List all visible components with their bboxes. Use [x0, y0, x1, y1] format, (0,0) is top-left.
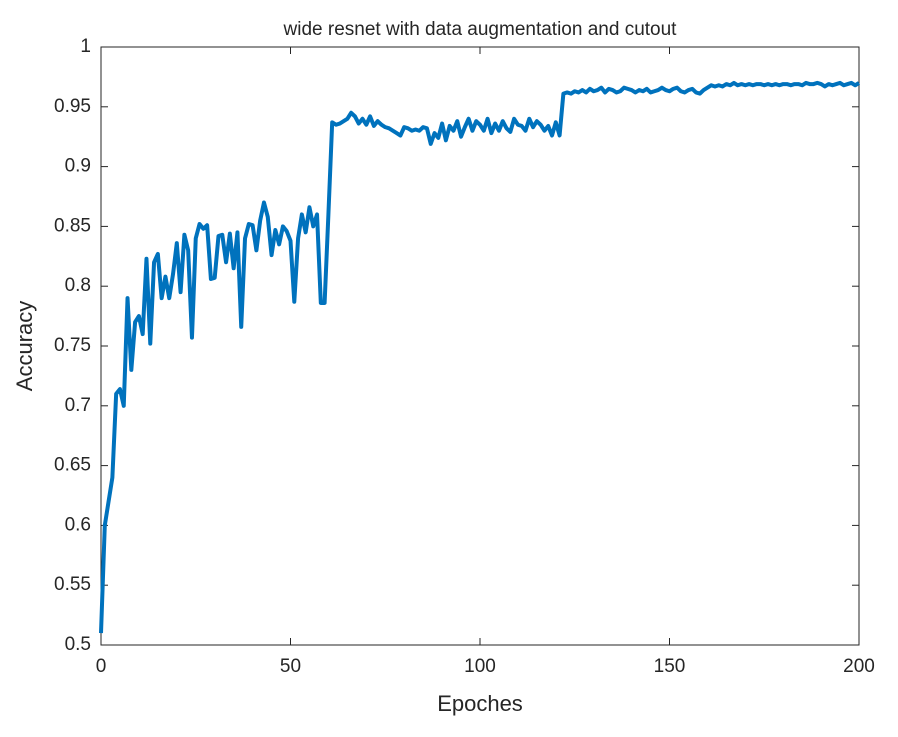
y-tick-label: 0.65	[54, 455, 91, 476]
x-tick-label: 200	[843, 656, 875, 677]
y-axis-label: Accuracy	[12, 301, 37, 391]
y-tick-label: 0.9	[65, 156, 91, 177]
x-axis-label: Epoches	[437, 691, 523, 716]
y-tick-label: 1	[80, 36, 91, 57]
y-tick-label: 0.8	[65, 275, 91, 296]
y-tick-label: 0.6	[65, 514, 91, 535]
y-tick-label: 0.85	[54, 215, 91, 236]
x-tick-label: 150	[654, 656, 686, 677]
y-tick-label: 0.55	[54, 574, 91, 595]
x-tick-label: 100	[464, 656, 496, 677]
data-line	[99, 80, 861, 634]
y-tick-label: 0.75	[54, 335, 91, 356]
y-tick-label: 0.7	[65, 395, 91, 416]
y-tick-label: 0.95	[54, 96, 91, 117]
axes-box	[100, 46, 860, 646]
chart-title: wide resnet with data augmentation and c…	[283, 19, 678, 40]
x-tick-label: 0	[96, 656, 107, 677]
y-tick-label: 0.5	[65, 634, 91, 655]
x-tick-label: 50	[280, 656, 301, 677]
